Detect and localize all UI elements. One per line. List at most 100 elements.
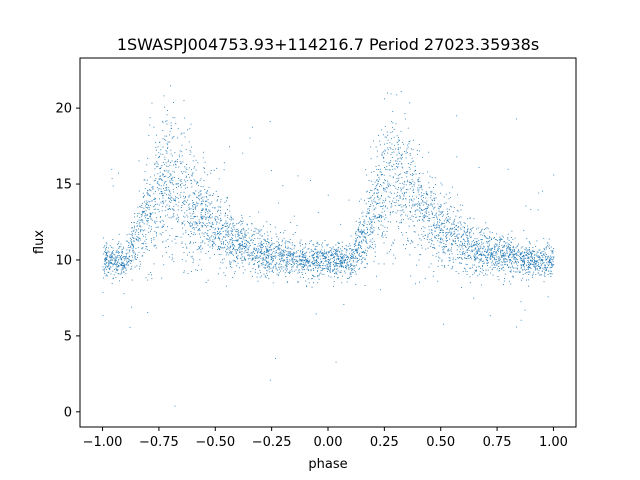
- data-point: [114, 259, 115, 261]
- data-point: [353, 257, 355, 259]
- data-point: [131, 265, 133, 267]
- data-point: [500, 261, 502, 263]
- data-point: [317, 282, 319, 284]
- data-point: [193, 259, 195, 261]
- data-point: [187, 199, 189, 201]
- data-point: [419, 281, 420, 283]
- data-point: [361, 232, 362, 234]
- data-point: [231, 230, 233, 232]
- data-point: [276, 262, 278, 264]
- data-point: [241, 254, 243, 256]
- data-point: [142, 197, 144, 198]
- data-point: [473, 249, 475, 251]
- data-point: [383, 174, 385, 176]
- data-point: [460, 257, 462, 258]
- data-point: [392, 127, 393, 129]
- data-point: [285, 265, 287, 267]
- data-point: [487, 247, 489, 249]
- data-point: [131, 242, 132, 244]
- data-point: [193, 221, 195, 223]
- data-point: [172, 170, 174, 172]
- data-point: [442, 211, 444, 212]
- data-point: [161, 219, 163, 221]
- data-point: [128, 261, 130, 263]
- data-point: [217, 232, 219, 234]
- data-point: [123, 246, 124, 248]
- data-point: [348, 199, 350, 201]
- data-point: [183, 203, 185, 205]
- data-point: [273, 265, 275, 267]
- data-point: [270, 263, 272, 265]
- data-point: [361, 242, 363, 244]
- data-point: [181, 243, 183, 244]
- data-point: [171, 182, 173, 184]
- data-point: [440, 238, 441, 240]
- data-point: [518, 251, 520, 253]
- data-point: [437, 218, 438, 220]
- data-point: [209, 194, 211, 196]
- data-point: [544, 249, 545, 251]
- data-point: [232, 223, 234, 225]
- data-point: [522, 269, 524, 270]
- data-point: [212, 239, 214, 241]
- data-point: [485, 222, 487, 224]
- data-point: [258, 248, 260, 250]
- data-point: [287, 281, 289, 283]
- data-point: [241, 240, 243, 242]
- data-point: [270, 245, 271, 247]
- data-point: [481, 243, 483, 245]
- data-point: [239, 244, 241, 246]
- data-point: [210, 203, 212, 204]
- data-point: [289, 273, 290, 274]
- data-point: [444, 252, 446, 254]
- data-point: [456, 115, 458, 117]
- data-point: [104, 258, 105, 260]
- data-point: [507, 259, 509, 261]
- data-point: [230, 219, 232, 221]
- data-point: [281, 245, 282, 247]
- data-point: [143, 223, 145, 225]
- data-point: [524, 272, 526, 274]
- data-point: [177, 197, 179, 199]
- data-point: [480, 254, 482, 256]
- data-point: [442, 252, 444, 254]
- data-point: [153, 208, 155, 210]
- data-point: [358, 226, 360, 228]
- data-point: [192, 217, 194, 219]
- data-point: [355, 241, 357, 242]
- data-point: [199, 190, 201, 192]
- data-point: [118, 241, 120, 243]
- data-point: [362, 231, 364, 233]
- data-point: [366, 224, 368, 225]
- data-point: [175, 235, 177, 237]
- data-point: [503, 253, 505, 255]
- data-point: [176, 187, 177, 188]
- data-point: [419, 210, 421, 212]
- data-point: [340, 256, 342, 257]
- data-point: [125, 264, 127, 266]
- data-point: [290, 255, 291, 257]
- data-point: [412, 149, 414, 151]
- data-point: [497, 248, 499, 250]
- data-point: [183, 215, 185, 217]
- data-point: [373, 260, 375, 262]
- data-point: [381, 234, 383, 236]
- data-point: [142, 212, 143, 214]
- data-point: [498, 260, 500, 262]
- data-point: [373, 229, 375, 231]
- data-point: [154, 212, 156, 214]
- data-point: [447, 228, 448, 230]
- data-point: [330, 267, 331, 269]
- data-point: [231, 244, 233, 246]
- data-point: [389, 147, 391, 148]
- data-point: [216, 233, 218, 235]
- data-point: [330, 255, 332, 257]
- data-point: [228, 235, 229, 237]
- data-point: [328, 252, 330, 254]
- data-point: [383, 151, 384, 153]
- data-point: [229, 210, 231, 212]
- data-point: [515, 267, 517, 269]
- data-point: [422, 219, 424, 221]
- data-point: [539, 257, 541, 259]
- data-point: [395, 181, 397, 183]
